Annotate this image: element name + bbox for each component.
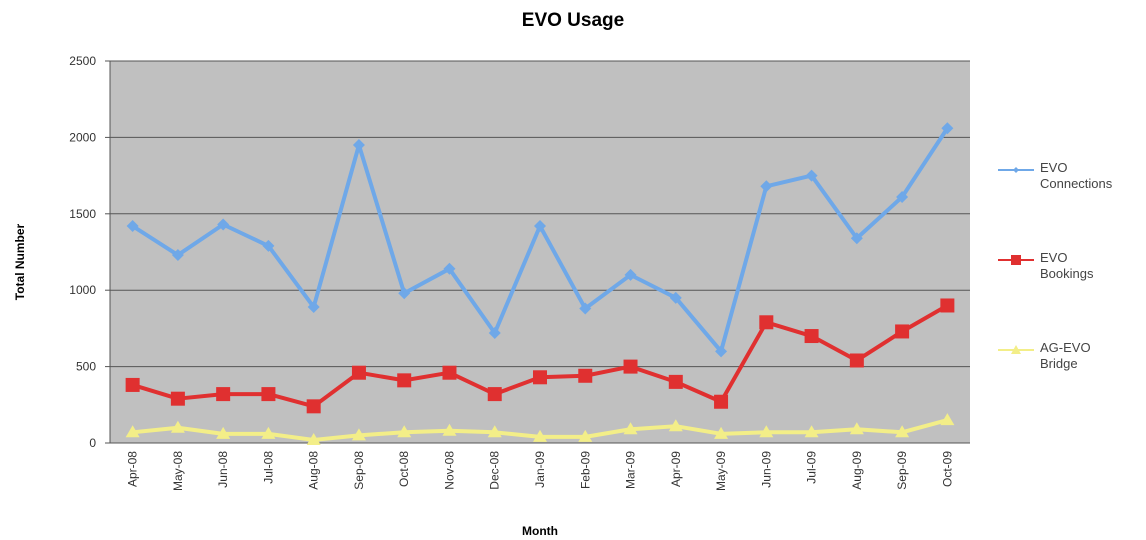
marker: [624, 268, 637, 281]
marker: [488, 326, 501, 339]
x-tick-label: May-08: [171, 451, 185, 491]
marker: [759, 425, 774, 438]
x-tick-label: Apr-08: [126, 451, 140, 487]
marker: [849, 422, 864, 435]
marker: [714, 426, 729, 439]
marker: [940, 298, 955, 313]
marker: [216, 426, 231, 439]
marker: [397, 373, 412, 388]
marker: [397, 425, 412, 438]
marker: [850, 232, 863, 245]
marker: [352, 139, 365, 152]
x-tick-label: Dec-08: [488, 451, 502, 490]
y-tick-label: 1000: [69, 283, 96, 297]
marker: [261, 387, 276, 402]
marker: [805, 169, 818, 182]
marker: [487, 387, 502, 402]
legend-label: EVO Connections: [1040, 160, 1113, 191]
x-tick-label: Aug-08: [307, 451, 321, 490]
marker: [895, 324, 910, 339]
marker: [578, 429, 593, 442]
marker: [896, 190, 909, 203]
marker: [941, 122, 954, 135]
marker: [216, 387, 231, 402]
marker: [170, 420, 185, 433]
x-tick-label: Mar-09: [624, 451, 638, 489]
x-tick-label: Nov-08: [442, 451, 456, 490]
y-tick-label: 2500: [69, 54, 96, 68]
y-tick-label: 1500: [69, 207, 96, 221]
legend-label: EVO Bookings: [1040, 250, 1094, 281]
x-axis-title: Month: [522, 524, 558, 538]
x-tick-label: Apr-09: [669, 451, 683, 487]
marker: [126, 220, 139, 233]
marker: [171, 249, 184, 262]
marker: [668, 374, 683, 389]
x-tick-label: Jun-08: [216, 451, 230, 488]
marker: [668, 419, 683, 432]
x-tick-label: Aug-09: [850, 451, 864, 490]
marker: [533, 429, 547, 442]
marker: [306, 399, 321, 414]
marker: [443, 262, 456, 275]
marker: [351, 365, 366, 380]
marker: [262, 239, 275, 252]
marker: [442, 365, 457, 380]
marker: [623, 359, 638, 374]
x-tick-label: Jan-09: [533, 451, 547, 488]
marker: [578, 368, 593, 383]
chart-title: EVO Usage: [522, 10, 624, 31]
marker: [623, 422, 638, 435]
marker: [306, 432, 321, 445]
x-tick-label: Oct-09: [940, 451, 954, 487]
marker: [170, 391, 185, 406]
y-tick-label: 0: [89, 436, 96, 450]
x-tick-label: May-09: [714, 451, 728, 491]
y-tick-label: 500: [76, 360, 96, 374]
marker: [487, 425, 502, 438]
marker: [398, 287, 411, 300]
marker: [804, 329, 819, 344]
y-tick-label: 2000: [69, 130, 96, 144]
marker: [759, 315, 774, 330]
marker: [760, 180, 773, 193]
x-tick-label: Jul-09: [805, 451, 819, 484]
marker: [442, 423, 457, 436]
x-tick-label: Feb-09: [578, 451, 592, 489]
x-tick-label: Sep-08: [352, 451, 366, 490]
plot-area: [110, 61, 970, 443]
x-tick-label: Jul-08: [261, 451, 275, 484]
marker: [261, 426, 276, 439]
marker: [533, 370, 547, 385]
legend-label: AG-EVO Bridge: [1040, 340, 1091, 371]
marker: [307, 301, 320, 314]
marker: [895, 425, 910, 438]
marker: [351, 428, 366, 441]
marker: [579, 302, 592, 315]
marker: [534, 220, 546, 233]
marker: [125, 377, 140, 392]
marker: [714, 394, 729, 409]
marker: [669, 291, 682, 304]
legend-marker: [1011, 255, 1021, 265]
marker: [125, 425, 140, 438]
x-tick-label: Sep-09: [895, 451, 909, 490]
marker: [940, 413, 955, 426]
legend-marker: [1011, 345, 1021, 354]
legend-marker: [1013, 167, 1019, 173]
y-axis-title: Total Number: [13, 223, 27, 300]
marker: [804, 425, 819, 438]
marker: [217, 218, 230, 231]
marker: [715, 345, 728, 358]
x-tick-label: Oct-08: [397, 451, 411, 487]
x-tick-label: Jun-09: [759, 451, 773, 488]
marker: [849, 353, 864, 368]
